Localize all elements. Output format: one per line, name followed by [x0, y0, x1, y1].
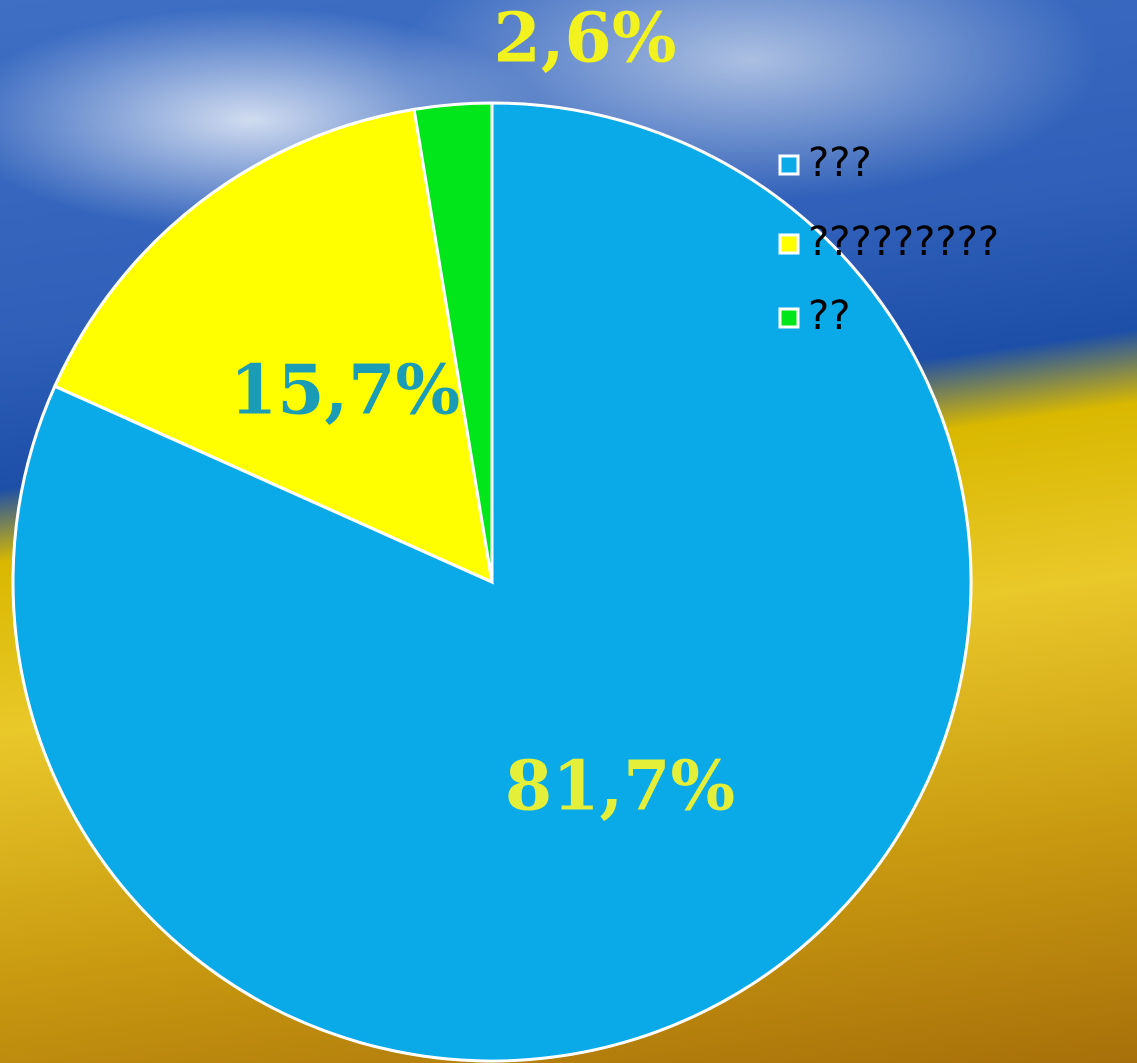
legend-label: ??? [808, 140, 872, 186]
data-label: 2,6% [494, 0, 677, 79]
legend-marker [780, 156, 798, 174]
legend-label: ????????? [808, 219, 999, 265]
data-label: 81,7% [505, 747, 735, 827]
data-label: 15,7% [230, 351, 460, 431]
legend-marker [780, 309, 798, 327]
page: 81,7%15,7%2,6%?????????????? (() => { co… [0, 0, 1137, 1063]
legend-marker [780, 235, 798, 253]
legend-label: ?? [808, 293, 850, 339]
chart: 81,7% 15,7% 2,6%?????????????? [0, 0, 1137, 1063]
